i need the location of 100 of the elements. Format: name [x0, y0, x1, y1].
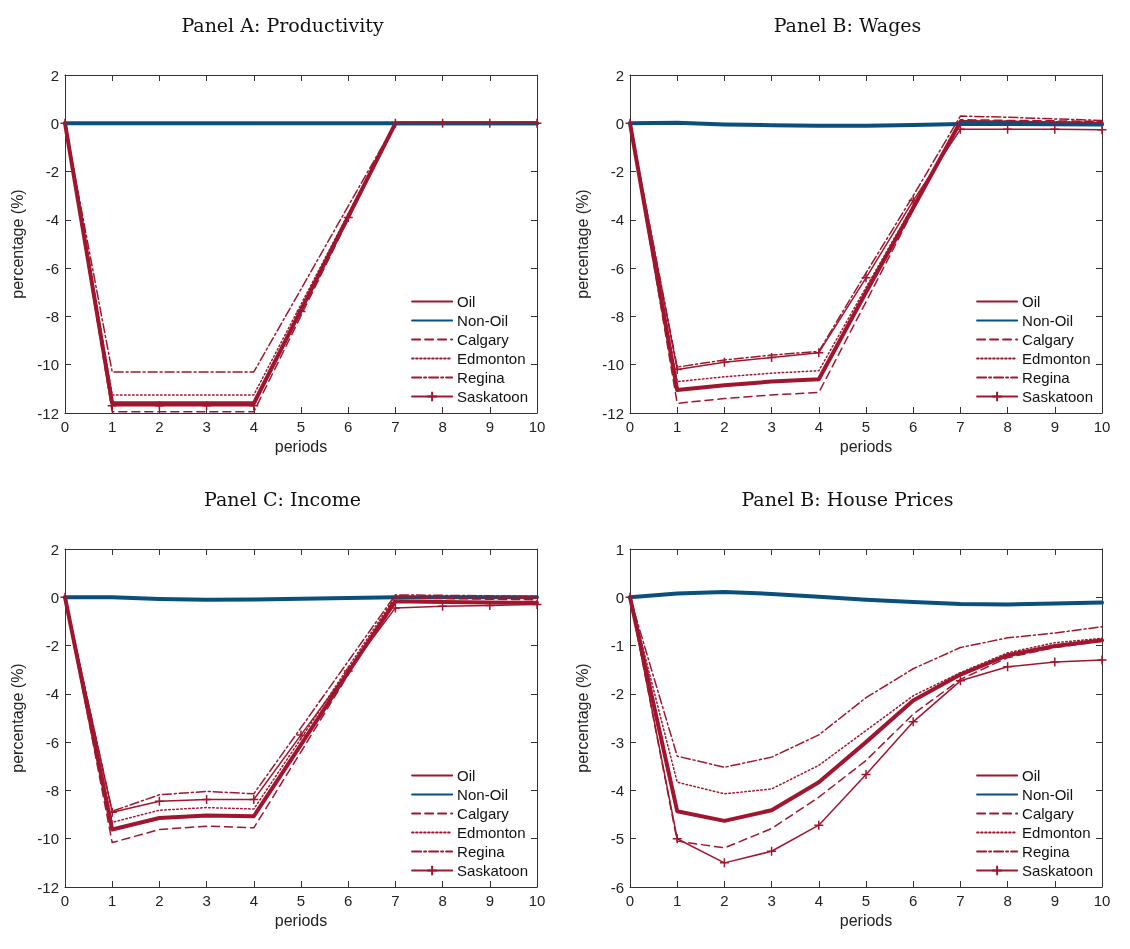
legend-label: Calgary — [457, 331, 510, 348]
x-axis-title: periods — [839, 912, 893, 930]
y-tick-label: -3 — [610, 733, 624, 751]
y-tick-label: -2 — [610, 685, 624, 703]
y-tick-label: -6 — [45, 259, 59, 277]
y-tick-label: -10 — [37, 356, 59, 374]
y-tick-label: -8 — [610, 307, 624, 325]
x-tick-label: 1 — [673, 892, 682, 909]
x-tick-label: 10 — [528, 418, 546, 435]
x-tick-label: 3 — [202, 418, 211, 435]
y-axis-title: percentage (%) — [8, 189, 26, 299]
y-axis-title: percentage (%) — [573, 663, 591, 773]
y-tick-label: 2 — [50, 540, 59, 558]
y-axis-title: percentage (%) — [8, 663, 26, 773]
y-tick-label: 0 — [50, 114, 59, 132]
y-tick-label: -4 — [45, 685, 59, 703]
y-tick-label: -1 — [610, 637, 624, 655]
y-tick-label: -6 — [610, 259, 624, 277]
chart-title: Panel C: Income — [204, 487, 361, 510]
y-tick-label: -2 — [610, 163, 624, 181]
x-tick-label: 6 — [344, 418, 353, 435]
x-tick-label: 10 — [1093, 418, 1111, 435]
x-tick-label: 9 — [1050, 418, 1059, 435]
x-tick-label: 8 — [438, 418, 447, 435]
y-tick-label: -10 — [37, 830, 59, 848]
x-tick-label: 6 — [909, 418, 918, 435]
x-tick-label: 1 — [108, 418, 117, 435]
x-tick-label: 7 — [956, 418, 965, 435]
legend-label: Calgary — [1022, 331, 1075, 348]
legend-label: Oil — [1022, 293, 1041, 310]
y-tick-label: 0 — [615, 588, 624, 606]
x-tick-label: 9 — [1050, 892, 1059, 909]
x-tick-label: 4 — [814, 418, 823, 435]
x-tick-label: 2 — [720, 892, 729, 909]
legend-label: Oil — [1022, 767, 1041, 784]
x-tick-label: 1 — [673, 418, 682, 435]
x-tick-label: 10 — [528, 892, 546, 909]
legend-label: Non-Oil — [1022, 312, 1073, 329]
y-tick-label: -4 — [45, 211, 59, 229]
x-tick-label: 8 — [438, 892, 447, 909]
y-tick-label: 2 — [615, 66, 624, 84]
legend-label: Regina — [1022, 369, 1071, 386]
y-tick-label: -12 — [37, 404, 59, 422]
y-axis-title: percentage (%) — [573, 189, 591, 299]
x-tick-label: 6 — [909, 892, 918, 909]
x-tick-label: 7 — [956, 892, 965, 909]
legend-label: Edmonton — [457, 350, 526, 367]
x-axis-title: periods — [839, 438, 893, 456]
x-tick-label: 5 — [861, 418, 871, 435]
y-tick-label: -4 — [610, 781, 624, 799]
legend-label: Regina — [457, 369, 506, 386]
chart-title: Panel B: Wages — [773, 13, 922, 36]
x-tick-label: 6 — [344, 892, 353, 909]
y-tick-label: -6 — [610, 878, 624, 896]
x-tick-label: 8 — [1003, 418, 1012, 435]
y-tick-label: 2 — [50, 66, 59, 84]
legend-label: Edmonton — [1022, 350, 1091, 367]
legend-label: Saskatoon — [1022, 862, 1094, 879]
legend-label: Non-Oil — [457, 312, 508, 329]
x-tick-label: 10 — [1093, 892, 1111, 909]
chart-title: Panel B: House Prices — [741, 487, 954, 510]
legend-label: Oil — [457, 293, 476, 310]
x-tick-label: 5 — [861, 892, 871, 909]
y-tick-label: -10 — [602, 356, 624, 374]
x-tick-label: 4 — [249, 892, 258, 909]
x-tick-label: 2 — [720, 418, 729, 435]
x-tick-label: 3 — [202, 892, 211, 909]
x-tick-label: 4 — [249, 418, 258, 435]
y-tick-label: -2 — [45, 163, 59, 181]
x-tick-label: 2 — [155, 892, 164, 909]
legend-label: Saskatoon — [1022, 388, 1094, 405]
y-tick-label: -6 — [45, 733, 59, 751]
legend-label: Saskatoon — [457, 388, 529, 405]
y-tick-label: -12 — [37, 878, 59, 896]
y-tick-label: -4 — [610, 211, 624, 229]
y-tick-label: -2 — [45, 637, 59, 655]
x-tick-label: 3 — [767, 418, 776, 435]
y-tick-label: 0 — [615, 114, 624, 132]
legend-label: Non-Oil — [1022, 786, 1073, 803]
legend-label: Oil — [457, 767, 476, 784]
x-tick-label: 8 — [1003, 892, 1012, 909]
x-tick-label: 4 — [814, 892, 823, 909]
y-tick-label: -5 — [610, 830, 624, 848]
x-tick-label: 5 — [296, 892, 306, 909]
x-axis-title: periods — [274, 438, 328, 456]
legend-label: Regina — [1022, 843, 1071, 860]
x-tick-label: 9 — [485, 418, 494, 435]
legend-label: Saskatoon — [457, 862, 529, 879]
x-axis-title: periods — [274, 912, 328, 930]
x-tick-label: 5 — [296, 418, 306, 435]
y-tick-label: 1 — [615, 540, 624, 558]
y-tick-label: -8 — [45, 307, 59, 325]
legend-label: Calgary — [1022, 805, 1075, 822]
x-tick-label: 2 — [155, 418, 164, 435]
y-tick-label: 0 — [50, 588, 59, 606]
y-tick-label: -12 — [602, 404, 624, 422]
legend-label: Regina — [457, 843, 506, 860]
x-tick-label: 1 — [108, 892, 117, 909]
y-tick-label: -8 — [45, 781, 59, 799]
legend-label: Edmonton — [457, 824, 526, 841]
